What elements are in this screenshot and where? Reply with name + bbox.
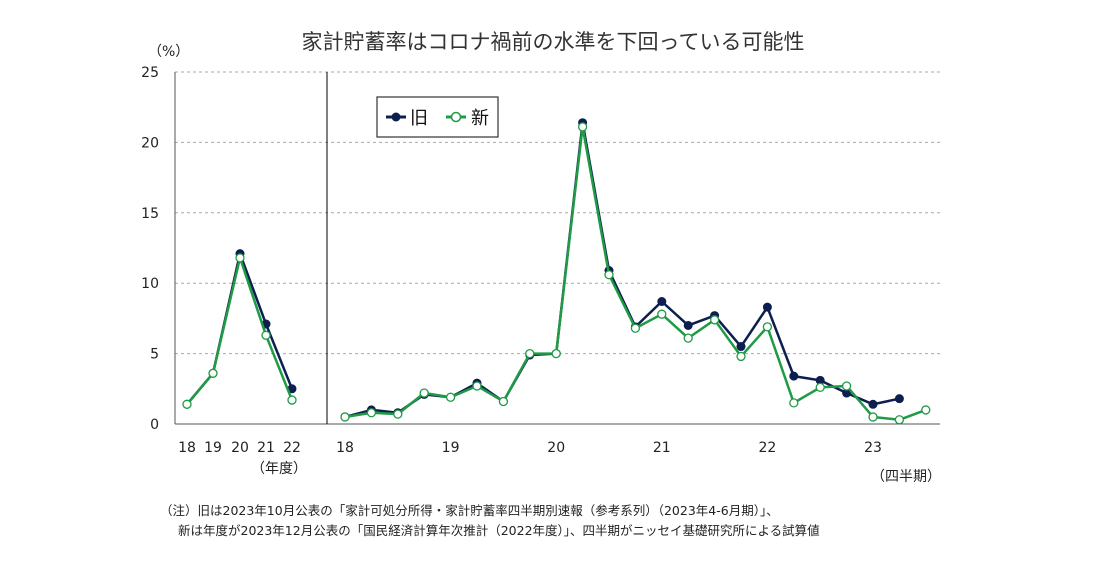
quarterly-old-point	[657, 297, 667, 307]
quarterly-new-point	[551, 348, 561, 359]
quarterly-new-point	[340, 412, 350, 422]
y-tick-label: 25	[141, 65, 159, 81]
quarterly-old-line	[344, 121, 900, 419]
quarterly-new-point	[472, 381, 482, 391]
annual-new-line	[186, 256, 294, 406]
annual-old-line	[186, 252, 294, 406]
annual-new-point	[287, 395, 297, 405]
quarterly-new-line	[344, 125, 927, 422]
quarterly-old-point	[789, 371, 799, 381]
legend-new-marker	[450, 111, 462, 123]
quarterly-x-tick-label: 22	[758, 440, 776, 456]
quarterly-new-point	[498, 396, 509, 407]
quarterly-new-point	[366, 408, 377, 418]
quarterly-x-tick-label: 23	[864, 440, 882, 456]
quarterly-new-point	[789, 398, 799, 408]
quarterly-old-point	[736, 342, 746, 352]
quarterly-old-point	[894, 394, 904, 404]
quarterly-new-point	[445, 392, 456, 402]
quarterly-old-point	[868, 399, 878, 409]
y-tick-label: 5	[150, 347, 159, 363]
annual-x-tick-label: 21	[257, 440, 275, 456]
y-axis-unit: （%）	[148, 44, 189, 60]
quarterly-new-point	[419, 388, 429, 398]
note-line-2: 新は年度が2023年12月公表の「国民経済計算年次推計（2022年度）」、四半期…	[178, 523, 820, 538]
legend-old-marker	[391, 112, 401, 122]
y-tick-label: 0	[150, 417, 159, 433]
chart: 家計貯蓄率はコロナ禍前の水準を下回っている可能性 （%） 0 5 10 15 20 25 1…	[141, 30, 941, 485]
annual-x-tick-label: 22	[283, 440, 301, 456]
tick-labels: 0 5 10 15 20 25 18 19 20 21 22 （年度） 18 19 20 21 22 23 （四半期…	[141, 65, 941, 485]
chart-title: 家計貯蓄率はコロナ禍前の水準を下回っている可能性	[302, 30, 805, 54]
annual-new-point	[261, 330, 271, 340]
legend-old-label: 旧	[410, 108, 428, 129]
annual-x-tick-label: 19	[204, 440, 222, 456]
quarterly-new-point	[841, 381, 852, 391]
quarterly-new-point	[894, 415, 905, 425]
quarterly-x-tick-label: 21	[653, 440, 671, 456]
legend-new-label: 新	[471, 108, 489, 129]
y-tick-label: 15	[141, 206, 159, 222]
quarterly-x-tick-label: 19	[442, 440, 460, 456]
quarterly-new-point	[709, 315, 720, 325]
quarterly-new-point	[577, 122, 588, 132]
quarterly-new-point	[921, 405, 931, 415]
quarterly-new-point	[815, 382, 825, 393]
series	[182, 118, 931, 425]
quarterly-new-point	[736, 351, 746, 362]
quarterly-x-tick-label: 20	[547, 440, 565, 456]
quarterly-axis-label: （四半期）	[871, 469, 941, 485]
quarterly-new-point	[630, 323, 641, 333]
quarterly-new-point	[393, 409, 403, 419]
quarterly-new-point	[657, 309, 667, 319]
y-tick-label: 10	[141, 276, 159, 292]
note-line-1: （注）旧は2023年10月公表の「家計可処分所得・家計貯蓄率四半期別速報（参考系…	[160, 503, 779, 518]
annual-new-point	[208, 368, 218, 378]
quarterly-old-point	[683, 320, 693, 330]
annual-x-tick-label: 20	[231, 440, 249, 456]
annual-new-point	[182, 399, 192, 409]
annual-new-point	[235, 253, 245, 263]
quarterly-new-point	[762, 322, 773, 332]
y-tick-label: 20	[141, 135, 159, 151]
annual-x-tick-label: 18	[178, 440, 196, 456]
legend: 旧 新	[376, 96, 499, 138]
quarterly-new-point	[525, 348, 535, 359]
annual-axis-label: （年度）	[251, 461, 307, 477]
gridlines	[175, 71, 940, 355]
quarterly-x-tick-label: 18	[336, 440, 354, 456]
quarterly-new-point	[868, 412, 878, 422]
quarterly-new-point	[683, 333, 693, 343]
axes	[174, 72, 940, 425]
quarterly-new-point	[604, 270, 614, 280]
quarterly-old-point	[762, 302, 772, 312]
